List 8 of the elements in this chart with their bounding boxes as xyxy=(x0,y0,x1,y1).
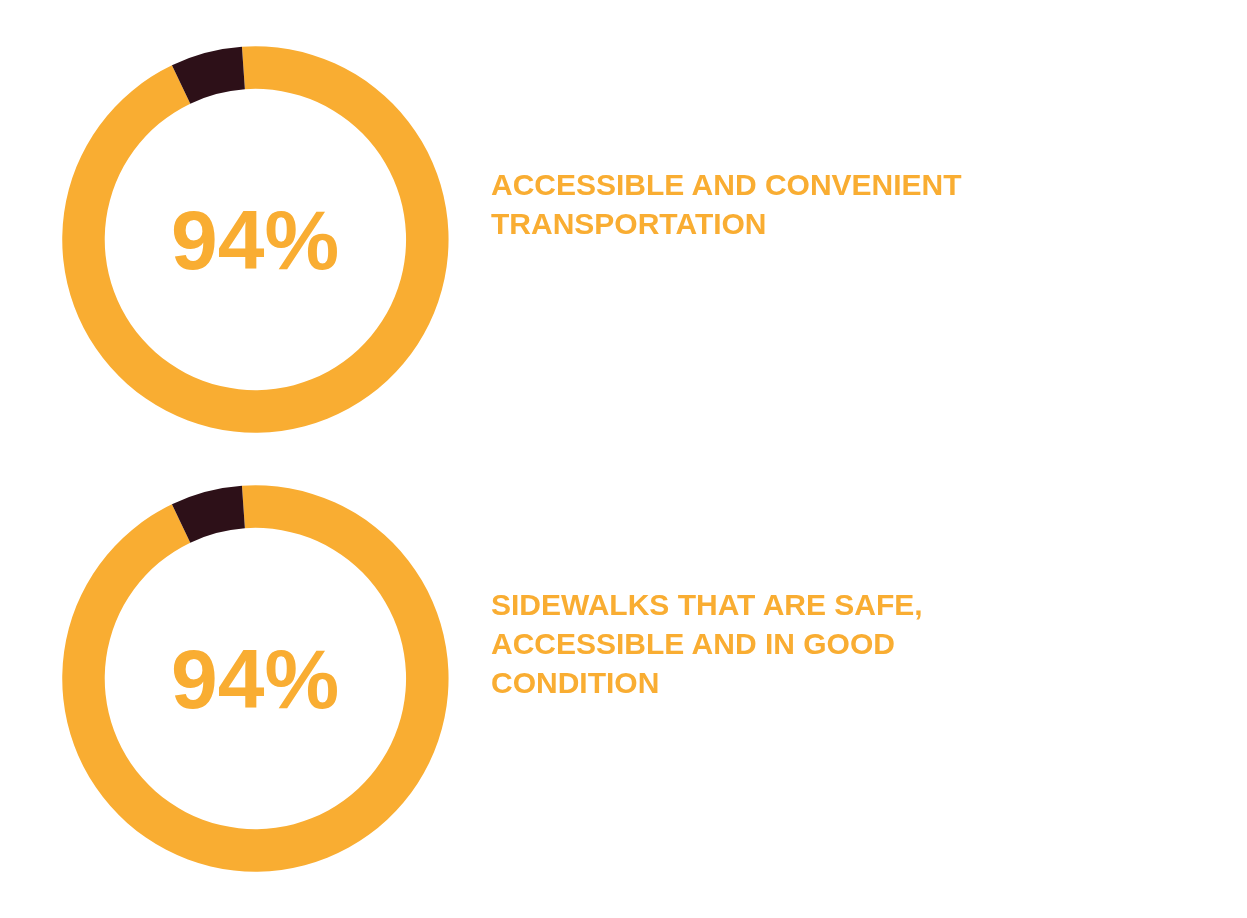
data-label: 94% xyxy=(171,632,340,726)
text: SIDEWALKS THAT ARE SAFE, ACCESSIBLE AND IN GOOD CONDITION xyxy=(491,588,923,699)
donut-slice xyxy=(62,46,449,433)
text: ACCESSIBLE AND CONVENIENT TRANSPORTATION xyxy=(491,168,962,240)
donut-slice xyxy=(171,46,245,104)
donut-slice xyxy=(171,485,245,543)
donut-slice xyxy=(62,485,449,872)
data-label: 94% xyxy=(171,193,340,287)
